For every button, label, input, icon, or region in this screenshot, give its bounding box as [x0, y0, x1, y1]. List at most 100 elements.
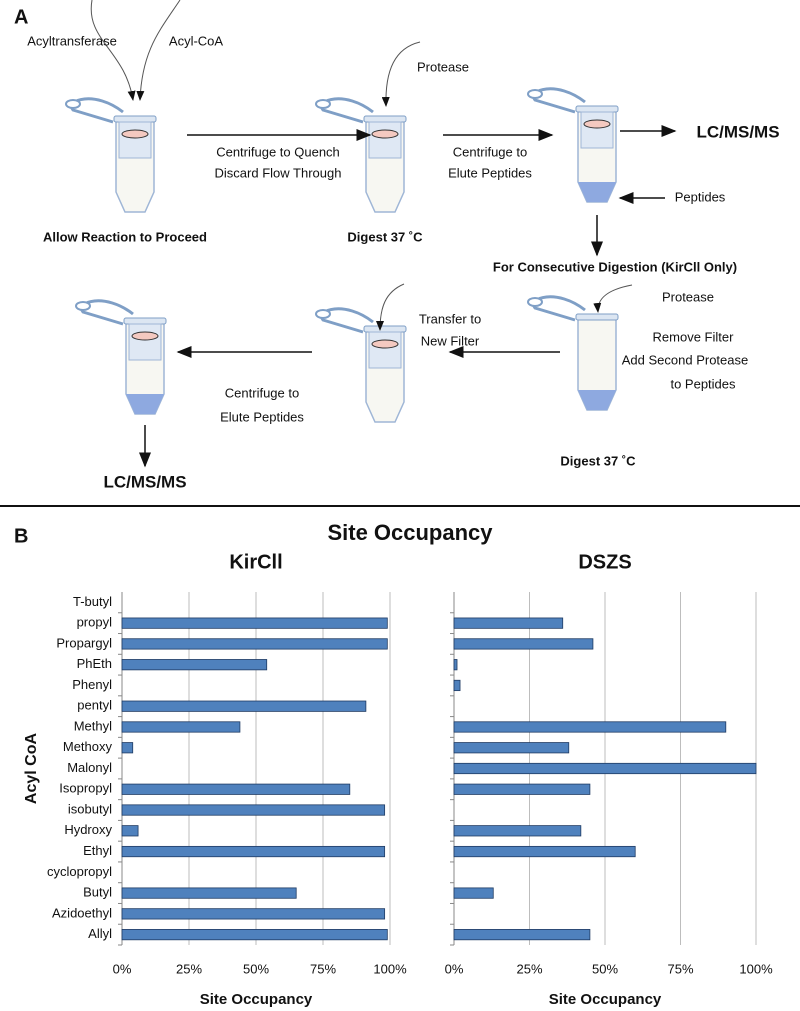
y-tick-label: Azidoethyl [52, 905, 112, 920]
bar [453, 845, 636, 858]
filter-insert [368, 331, 402, 369]
tube-cap [80, 299, 134, 326]
bar [121, 638, 388, 650]
tube-rim [575, 313, 619, 321]
y-tick-label: Hydroxy [64, 822, 112, 837]
label: Discard Flow Through [215, 165, 342, 180]
x-tick-label: 50% [243, 961, 269, 976]
label: Elute Peptides [448, 165, 532, 180]
bar [453, 638, 594, 650]
tube-cap-ring [65, 99, 81, 109]
y-axis-title: Acyl CoA [23, 732, 40, 804]
y-tick-label: T-butyl [73, 594, 112, 609]
figure-title: Site Occupancy [327, 520, 493, 545]
y-tick-label: pentyl [77, 698, 112, 713]
x-tick-label: 0% [445, 961, 464, 976]
x-tick-label: 100% [373, 961, 407, 976]
tube-rim [363, 115, 407, 123]
bar [453, 762, 757, 775]
bar [453, 721, 727, 733]
filter-insert [118, 121, 152, 159]
label: Protease [417, 59, 469, 74]
chart-title: KirCll [229, 551, 282, 573]
label: LC/MS/MS [696, 122, 779, 141]
label: Allow Reaction to Proceed [43, 229, 207, 244]
bar [453, 617, 564, 629]
x-tick-label: 75% [310, 961, 336, 976]
label: Remove Filter [653, 329, 735, 344]
tube-cap [532, 87, 586, 114]
bar [121, 783, 351, 795]
filter-insert [580, 111, 614, 149]
y-tick-label: Methyl [74, 718, 112, 733]
label: Centrifuge to [225, 385, 299, 400]
peptide-pool [126, 394, 164, 414]
y-tick-label: PhEth [77, 656, 112, 671]
y-tick-label: cyclopropyl [47, 864, 112, 879]
tube-cap [532, 295, 586, 322]
y-tick-label: Allyl [88, 926, 112, 941]
bar [121, 721, 241, 733]
bar [453, 887, 494, 899]
tube [315, 307, 407, 423]
tube-cap-ring [527, 89, 543, 99]
filter-disc [131, 331, 159, 341]
filter-disc [121, 129, 149, 139]
tube-cap [320, 97, 374, 124]
label: Add Second Protease [622, 352, 748, 367]
bar [453, 742, 570, 754]
x-tick-label: 75% [667, 961, 693, 976]
bar [453, 783, 591, 795]
y-tick-label: isobutyl [68, 801, 112, 816]
tube [65, 97, 157, 213]
y-tick-label: Phenyl [72, 677, 112, 692]
label: to Peptides [670, 376, 736, 391]
bar [453, 825, 582, 837]
curved-arrow [136, 0, 181, 101]
panel-label: A [14, 6, 28, 28]
label: Centrifuge to Quench [216, 144, 340, 159]
label: Digest 37 ˚C [347, 229, 423, 244]
label: Acyltransferase [27, 33, 117, 48]
curved-arrow [381, 41, 421, 107]
panel-label: B [14, 525, 28, 547]
bar [121, 887, 297, 899]
bar [121, 825, 139, 837]
bar [121, 804, 386, 816]
y-tick-label: Isopropyl [59, 781, 112, 796]
tube-cap-ring [315, 99, 331, 109]
x-tick-label: 50% [592, 961, 618, 976]
label: LC/MS/MS [103, 472, 186, 491]
label: Elute Peptides [220, 409, 304, 424]
tube-cap [320, 307, 374, 334]
bar [453, 659, 458, 671]
chart-title: DSZS [578, 551, 631, 573]
peptide-pool [578, 182, 616, 202]
x-axis-title: Site Occupancy [549, 991, 662, 1008]
curved-arrow [90, 0, 136, 101]
peptide-pool [578, 390, 616, 410]
tube-cap [70, 97, 124, 124]
y-tick-label: Malonyl [67, 760, 112, 775]
x-axis-title: Site Occupancy [200, 991, 313, 1008]
tube [527, 295, 619, 411]
y-tick-label: Butyl [83, 885, 112, 900]
bar [121, 908, 386, 920]
tube-rim [123, 317, 167, 325]
label: New Filter [421, 333, 480, 348]
label: Transfer to [419, 311, 481, 326]
label: Centrifuge to [453, 144, 527, 159]
label: Protease [662, 289, 714, 304]
tube-cap-ring [75, 301, 91, 311]
x-tick-label: 100% [739, 961, 773, 976]
label: Digest 37 ˚C [560, 453, 636, 468]
filter-insert [368, 121, 402, 159]
x-tick-label: 25% [516, 961, 542, 976]
x-tick-label: 0% [113, 961, 132, 976]
bar [453, 929, 591, 941]
label: Acyl-CoA [169, 33, 224, 48]
y-tick-label: Propargyl [56, 635, 112, 650]
x-tick-label: 25% [176, 961, 202, 976]
bar [121, 929, 388, 941]
